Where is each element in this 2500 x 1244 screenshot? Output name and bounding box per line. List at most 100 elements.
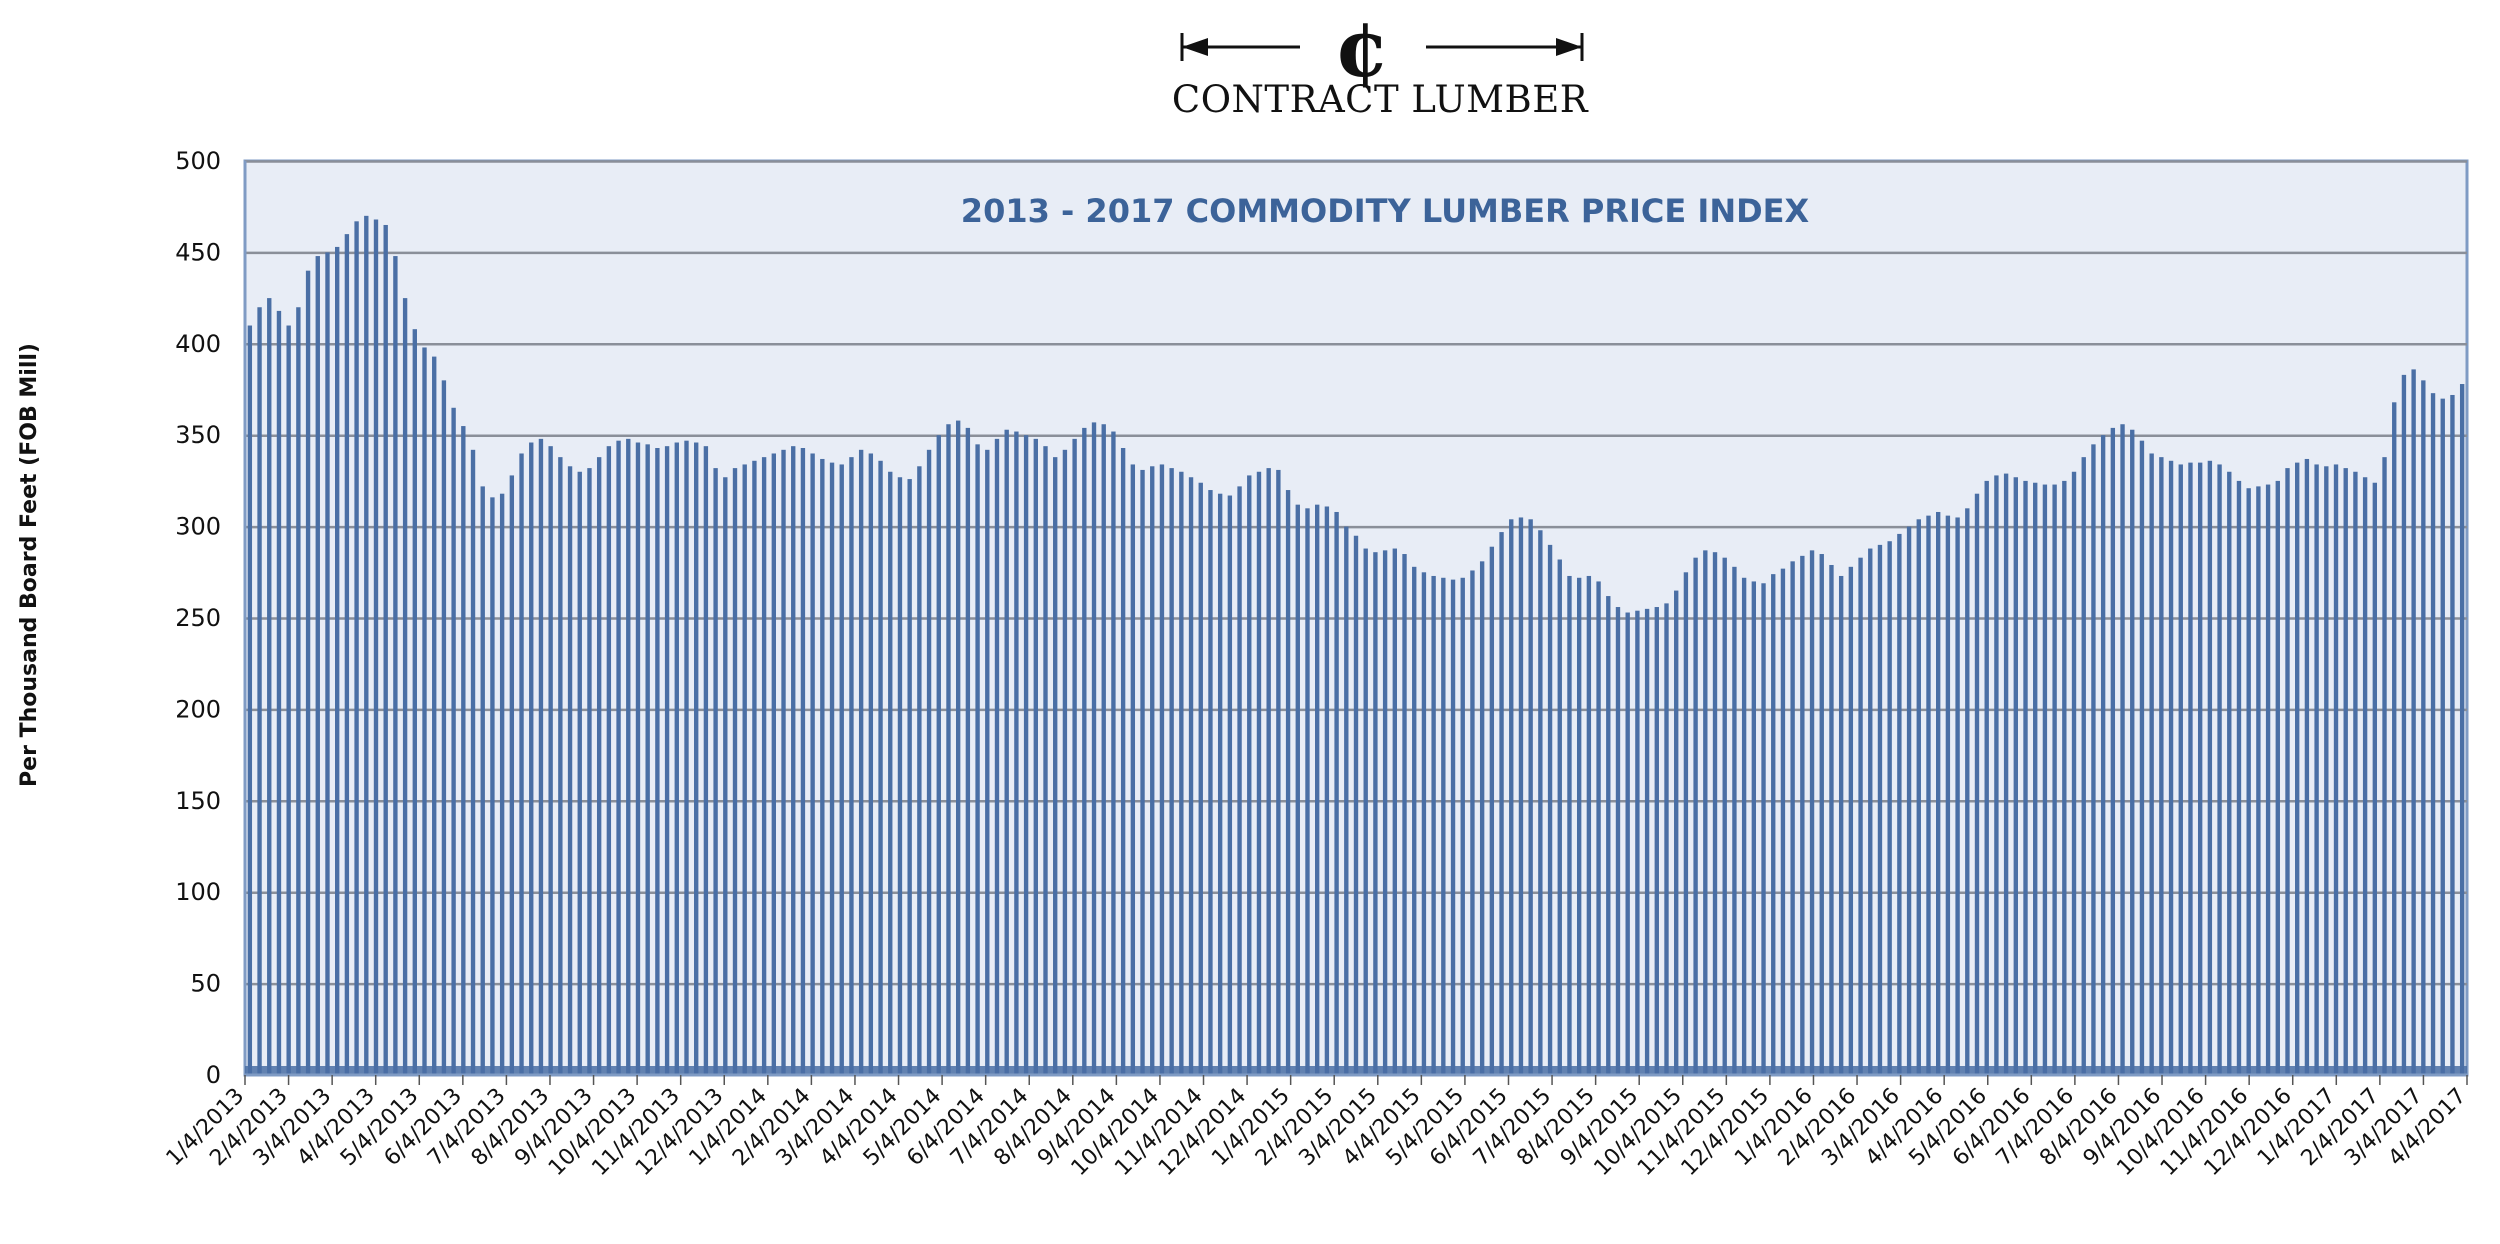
bar-111: [1324, 506, 1330, 1075]
bar-155: [1751, 581, 1757, 1075]
bar-13: [373, 219, 379, 1075]
bar-88: [1101, 424, 1106, 1076]
bar-183: [2023, 480, 2028, 1075]
bar-66: [888, 471, 893, 1075]
bar-48: [713, 468, 718, 1076]
bar-226: [2440, 398, 2445, 1075]
bar-132: [1528, 519, 1533, 1075]
bar-118: [1392, 548, 1397, 1075]
bar-201: [2197, 462, 2203, 1075]
bar-37: [606, 446, 612, 1075]
bar-72: [946, 424, 951, 1076]
bar-5: [296, 307, 301, 1075]
bar-128: [1489, 546, 1495, 1075]
bar-74: [965, 427, 971, 1075]
bar-176: [1955, 517, 1960, 1075]
bar-161: [1809, 550, 1815, 1075]
bar-82: [1043, 446, 1048, 1075]
bar-99: [1208, 490, 1213, 1075]
bar-190: [2091, 444, 2096, 1076]
bar-205: [2236, 480, 2242, 1075]
bar-107: [1285, 490, 1291, 1075]
bar-101: [1227, 495, 1233, 1075]
bar-227: [2450, 394, 2455, 1076]
bar-146: [1664, 603, 1669, 1075]
bar-136: [1567, 575, 1572, 1075]
bar-11: [354, 221, 359, 1075]
bar-156: [1761, 583, 1766, 1075]
bar-102: [1237, 486, 1242, 1075]
bar-103: [1247, 475, 1252, 1075]
bar-77: [994, 438, 1000, 1075]
bar-145: [1654, 607, 1659, 1075]
bar-170: [1897, 533, 1902, 1075]
bar-167: [1868, 548, 1873, 1075]
bar-164: [1838, 575, 1844, 1075]
bar-135: [1557, 559, 1562, 1075]
bar-54: [771, 453, 776, 1076]
bar-215: [2333, 464, 2339, 1075]
bar-178: [1974, 493, 1980, 1075]
bar-68: [907, 479, 912, 1075]
bar-44: [674, 442, 679, 1075]
y-tick-250: 250: [175, 604, 221, 632]
bar-65: [878, 460, 883, 1075]
bar-20: [441, 380, 447, 1075]
bar-89: [1111, 431, 1116, 1075]
bar-225: [2430, 393, 2436, 1075]
bar-204: [2227, 471, 2232, 1075]
bar-80: [1023, 435, 1029, 1075]
bar-19: [432, 356, 437, 1076]
bar-62: [849, 457, 854, 1075]
bar-56: [791, 446, 796, 1075]
bar-47: [703, 446, 709, 1075]
bar-126: [1470, 570, 1475, 1075]
bar-24: [480, 486, 485, 1075]
bar-160: [1800, 555, 1805, 1075]
bar-172: [1916, 519, 1921, 1075]
bar-95: [1169, 468, 1174, 1076]
bar-134: [1547, 544, 1553, 1075]
bar-39: [626, 438, 631, 1075]
bar-173: [1926, 515, 1931, 1075]
bar-138: [1586, 575, 1592, 1075]
bar-12: [364, 215, 369, 1076]
contract-lumber-logo: ¢: [1180, 1, 1584, 95]
bar-168: [1877, 544, 1883, 1075]
x-tick-labels: 1/4/20132/4/20133/4/20134/4/20135/4/2013…: [162, 1075, 2471, 1181]
bar-98: [1198, 482, 1203, 1076]
bar-26: [499, 493, 505, 1075]
bar-214: [2324, 466, 2329, 1075]
y-tick-0: 0: [206, 1061, 221, 1089]
bar-147: [1674, 590, 1679, 1075]
bar-35: [587, 468, 592, 1076]
bar-165: [1848, 566, 1854, 1075]
bar-185: [2042, 484, 2048, 1075]
y-axis-label: Per Thousand Board Feet (FOB Mill): [17, 343, 42, 787]
bar-6: [305, 270, 311, 1075]
bar-108: [1295, 504, 1300, 1075]
bar-60: [829, 462, 835, 1075]
bar-208: [2265, 484, 2271, 1075]
bar-49: [723, 477, 728, 1075]
bar-189: [2081, 457, 2086, 1075]
bar-221: [2392, 402, 2397, 1075]
bar-157: [1771, 574, 1776, 1075]
bar-148: [1683, 572, 1689, 1075]
bar-10: [344, 234, 350, 1075]
bar-46: [694, 442, 699, 1075]
logo-arrow-right-head: [1556, 38, 1582, 56]
bar-203: [2217, 464, 2222, 1075]
y-tick-350: 350: [175, 421, 221, 449]
bar-133: [1538, 530, 1543, 1075]
bar-85: [1072, 438, 1077, 1075]
bar-200: [2188, 462, 2193, 1075]
bar-213: [2314, 464, 2319, 1075]
bar-175: [1945, 515, 1951, 1075]
bar-18: [422, 347, 427, 1076]
bar-58: [810, 453, 815, 1076]
bar-127: [1479, 561, 1485, 1075]
bar-218: [2362, 477, 2368, 1075]
gridlines: [245, 160, 2467, 986]
